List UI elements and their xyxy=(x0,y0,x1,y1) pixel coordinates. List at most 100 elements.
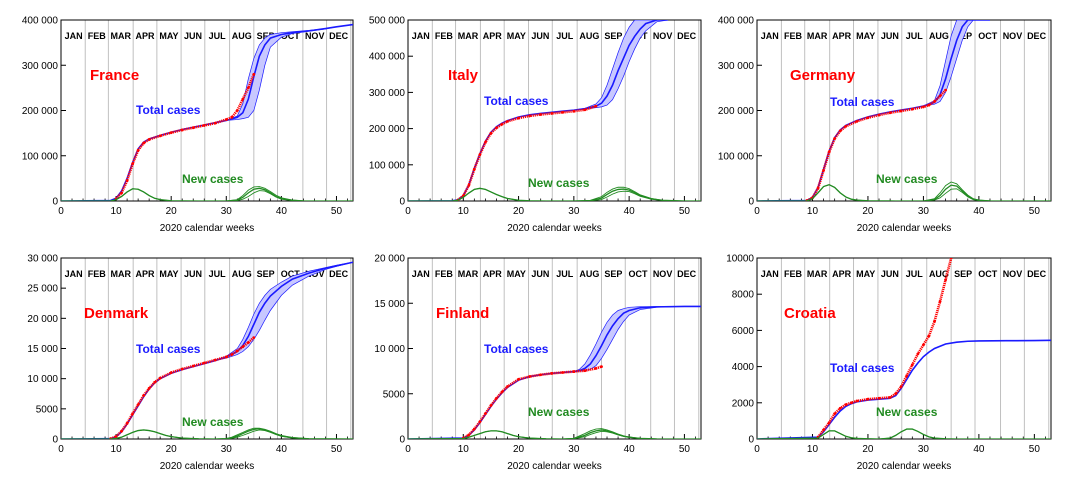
month-label: JUN xyxy=(881,269,899,279)
new-cases-label: New cases xyxy=(182,415,244,429)
observed-point xyxy=(158,376,162,380)
month-label: JUL xyxy=(906,31,924,41)
new-cases-label: New cases xyxy=(876,172,938,186)
country-title: Denmark xyxy=(84,305,149,322)
x-tick-label: 10 xyxy=(807,206,819,217)
month-label: FEB xyxy=(435,31,454,41)
observed-point xyxy=(899,109,903,113)
observed-point xyxy=(539,373,543,377)
observed-point xyxy=(120,191,124,195)
x-axis-label: 2020 calendar weeks xyxy=(857,223,952,234)
observed-point xyxy=(224,118,228,121)
observed-data-line xyxy=(456,104,597,201)
month-label: JAN xyxy=(761,31,779,41)
y-tick-label: 100 000 xyxy=(718,151,755,162)
month-label: JAN xyxy=(65,31,83,41)
panel-italy: JANFEBMARAPRMAYJUNJULAUGSEPOCTNOVDEC0102… xyxy=(369,16,702,234)
observed-point xyxy=(224,355,228,359)
observed-point xyxy=(478,153,482,157)
total-cases-band xyxy=(61,261,353,439)
x-tick-label: 40 xyxy=(276,206,288,217)
observed-point xyxy=(191,126,195,130)
observed-point xyxy=(927,334,931,338)
observed-point xyxy=(933,100,936,103)
country-title: Finland xyxy=(436,305,489,322)
total-cases-label: Total cases xyxy=(830,361,895,375)
x-tick-label: 20 xyxy=(862,444,874,455)
month-label: OCT xyxy=(628,269,648,279)
observed-point xyxy=(827,421,831,425)
x-tick-label: 20 xyxy=(513,444,525,455)
y-tick-label: 15 000 xyxy=(27,344,58,355)
observed-point xyxy=(191,364,195,368)
observed-point xyxy=(583,369,587,373)
observed-point xyxy=(169,371,173,375)
month-label: MAY xyxy=(507,31,526,41)
y-tick-label: 10 000 xyxy=(374,344,405,355)
y-tick-label: 500 000 xyxy=(369,16,406,27)
month-label: MAR xyxy=(458,31,479,41)
y-tick-label: 2000 xyxy=(732,398,755,409)
total-cases-line xyxy=(757,339,1051,439)
month-label: SEP xyxy=(257,31,275,41)
month-label: OCT xyxy=(978,269,998,279)
observed-point xyxy=(202,361,206,365)
observed-point xyxy=(855,399,859,403)
total-cases-label: Total cases xyxy=(136,342,201,356)
observed-point xyxy=(899,385,903,388)
new-cases-label: New cases xyxy=(182,172,244,186)
plot-frame xyxy=(60,257,354,440)
observed-point xyxy=(888,111,892,115)
month-label: JUN xyxy=(881,31,899,41)
month-label: MAY xyxy=(159,269,178,279)
observed-point xyxy=(472,427,476,431)
y-tick-label: 0 xyxy=(748,197,754,208)
x-tick-label: 0 xyxy=(405,444,411,455)
new-cases-label: New cases xyxy=(528,405,590,419)
x-axis-label: 2020 calendar weeks xyxy=(160,223,255,234)
y-tick-label: 5000 xyxy=(383,389,406,400)
x-axis-label: 2020 calendar weeks xyxy=(507,461,602,472)
month-label: SEP xyxy=(954,269,972,279)
x-tick-label: 30 xyxy=(568,444,580,455)
month-label: DEC xyxy=(329,269,349,279)
plot-frame xyxy=(756,257,1052,440)
x-tick-label: 30 xyxy=(918,444,930,455)
observed-point xyxy=(844,403,848,407)
observed-point xyxy=(500,122,504,126)
x-tick-label: 10 xyxy=(458,444,470,455)
country-title: Italy xyxy=(448,67,479,84)
new-cases-line xyxy=(757,428,1051,439)
month-label: DEC xyxy=(1027,269,1047,279)
observed-point xyxy=(142,141,146,145)
observed-point xyxy=(489,131,493,135)
x-tick-label: 0 xyxy=(754,444,760,455)
observed-point xyxy=(120,429,124,433)
observed-point xyxy=(561,371,565,374)
x-tick-label: 50 xyxy=(1029,206,1041,217)
observed-data-line xyxy=(816,258,953,438)
new-cases-line xyxy=(61,428,353,439)
month-label: JUL xyxy=(556,269,574,279)
y-tick-label: 0 xyxy=(399,435,405,446)
country-title: France xyxy=(90,67,139,84)
observed-point xyxy=(246,341,250,344)
observed-point xyxy=(594,367,598,370)
x-tick-label: 40 xyxy=(624,444,636,455)
y-tick-label: 100 000 xyxy=(22,151,59,162)
month-label: SEP xyxy=(257,269,275,279)
observed-point xyxy=(235,109,239,112)
observed-point xyxy=(158,134,162,138)
x-tick-label: 0 xyxy=(405,206,411,217)
observed-point xyxy=(561,110,565,114)
observed-point xyxy=(849,401,853,405)
month-label: JAN xyxy=(65,269,83,279)
month-label: NOV xyxy=(653,269,673,279)
observed-point xyxy=(944,278,948,282)
x-tick-label: 10 xyxy=(111,206,123,217)
observed-point xyxy=(877,113,881,117)
observed-point xyxy=(583,108,587,112)
observed-point xyxy=(910,107,914,111)
observed-point xyxy=(489,404,493,407)
y-tick-label: 5000 xyxy=(36,404,59,415)
